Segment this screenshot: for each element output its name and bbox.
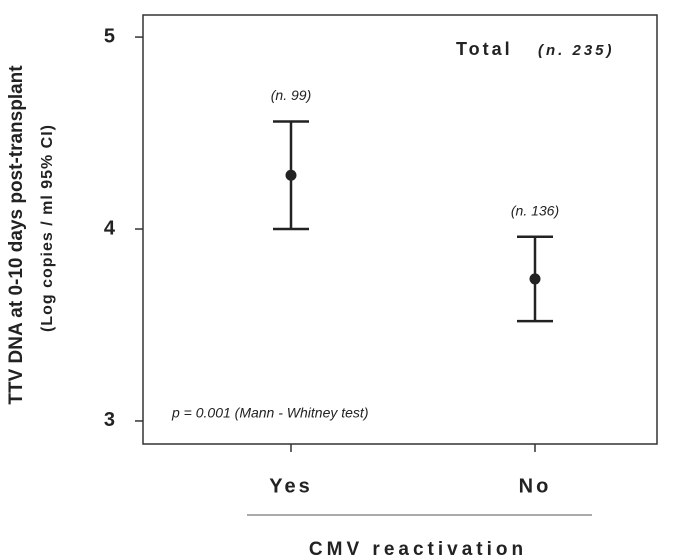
x-axis-label: CMV reactivation (309, 539, 527, 560)
value-label: (n. 99) (271, 87, 311, 103)
value-label: (n. 136) (511, 202, 559, 218)
y-axis-sublabel: (Log copies / ml 95% CI) (39, 124, 56, 332)
x-tick-label: No (519, 475, 552, 497)
x-tick-label: Yes (269, 475, 312, 497)
note: p = 0.001 (Mann - Whitney test) (171, 405, 368, 421)
chart-subtitle: (n. 235) (538, 42, 615, 59)
mean-point (529, 273, 541, 285)
y-tick-label: 4 (104, 217, 116, 239)
y-tick-label: 3 (104, 409, 115, 431)
mean-point (285, 169, 297, 181)
y-axis-label: TTV DNA at 0-10 days post-transplant (6, 65, 27, 405)
y-tick-label: 5 (104, 25, 115, 47)
plot-frame (142, 14, 658, 445)
chart-title: Total (456, 39, 513, 59)
